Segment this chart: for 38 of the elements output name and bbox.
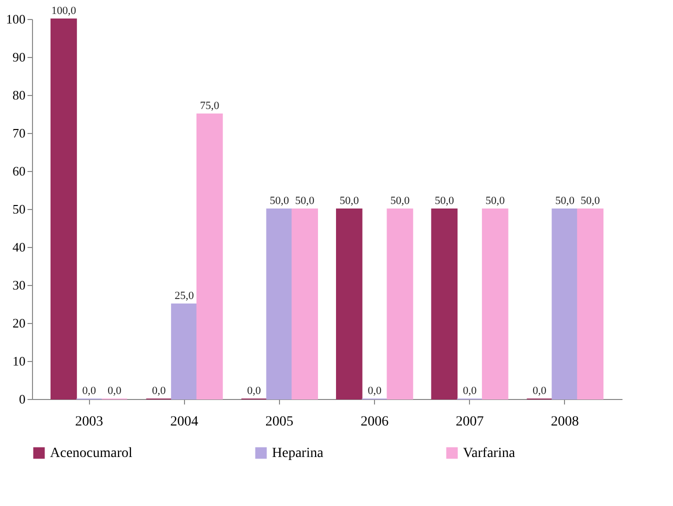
- data-label: 0,0: [108, 385, 122, 397]
- x-tick-label: 2007: [456, 414, 484, 430]
- data-label: 50,0: [390, 195, 410, 207]
- x-tick-label: 2004: [170, 414, 198, 430]
- legend-label: Varfarina: [463, 446, 516, 461]
- data-label: 0,0: [247, 385, 262, 397]
- data-label: 50,0: [434, 195, 454, 207]
- y-tick-label: 90: [12, 50, 26, 64]
- y-tick-label: 70: [12, 126, 26, 140]
- data-label: 50,0: [270, 195, 290, 207]
- data-label: 0,0: [368, 385, 382, 397]
- data-label: 50,0: [555, 195, 576, 207]
- data-label: 25,0: [174, 290, 194, 302]
- data-label: 75,0: [200, 100, 220, 112]
- y-tick-label: 30: [12, 278, 26, 292]
- legend-label: Acenocumarol: [50, 446, 133, 461]
- data-label: 100,0: [51, 5, 77, 17]
- data-label: 0,0: [532, 385, 547, 397]
- legend-label: Heparina: [272, 446, 324, 461]
- y-tick-label: 100: [6, 12, 26, 26]
- y-tick-label: 40: [12, 240, 26, 254]
- x-tick-label: 2008: [550, 414, 579, 430]
- y-tick-label: 0: [19, 392, 26, 406]
- data-label: 50,0: [580, 195, 600, 207]
- y-tick-label: 10: [12, 354, 26, 368]
- y-tick-label: 60: [12, 164, 26, 178]
- data-label: 0,0: [82, 385, 96, 397]
- data-label: 0,0: [462, 385, 478, 397]
- y-tick-label: 50: [12, 202, 26, 216]
- data-label: 50,0: [295, 195, 315, 207]
- x-tick-label: 2003: [75, 414, 104, 430]
- data-label: 0,0: [152, 385, 166, 397]
- y-tick-label: 20: [12, 316, 26, 330]
- x-tick-label: 2005: [265, 414, 294, 430]
- x-tick-label: 2006: [360, 414, 389, 430]
- y-tick-label: 80: [12, 88, 26, 102]
- data-label: 50,0: [485, 195, 506, 207]
- data-label: 50,0: [340, 195, 360, 207]
